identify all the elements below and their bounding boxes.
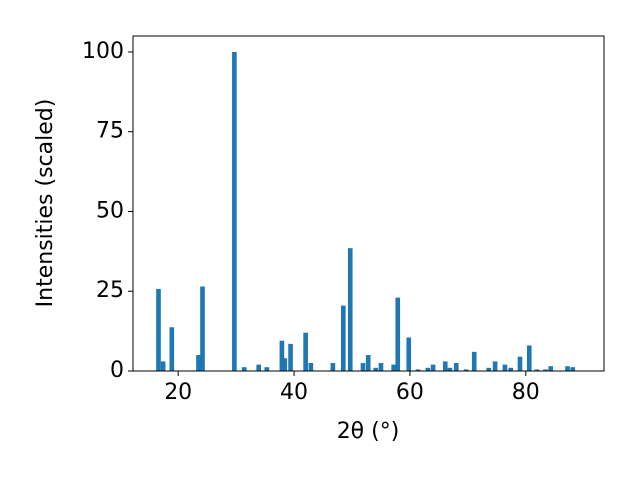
x-tick-label: 60 [396, 380, 424, 405]
x-tick-label: 40 [280, 380, 308, 405]
bar [471, 351, 477, 371]
bar [373, 367, 379, 371]
bar [565, 366, 570, 371]
bar [330, 363, 336, 371]
bar [548, 366, 554, 371]
bar [442, 361, 448, 371]
bar [303, 332, 308, 371]
bar [288, 343, 293, 371]
bar [156, 289, 161, 371]
y-tick-label: 25 [96, 278, 124, 303]
bar [526, 345, 532, 371]
y-axis-label: Intensities (scaled) [33, 99, 58, 308]
bar [279, 340, 285, 371]
bar [340, 305, 346, 371]
bar [196, 355, 201, 371]
bar [256, 364, 262, 371]
y-tick-label: 0 [110, 358, 124, 383]
bar [425, 367, 431, 371]
bar [308, 363, 314, 371]
y-tick-label: 100 [82, 39, 124, 64]
bar [415, 369, 421, 371]
bar [570, 367, 576, 371]
bar [232, 51, 237, 371]
bar [463, 369, 469, 371]
bar [391, 364, 397, 371]
x-tick-label: 80 [512, 380, 540, 405]
bar [517, 356, 523, 371]
bar [241, 367, 247, 371]
bar [534, 369, 540, 371]
bar [378, 363, 384, 371]
bar [200, 286, 205, 371]
bar [508, 367, 514, 371]
bar [406, 337, 412, 371]
x-tick-label: 20 [164, 380, 192, 405]
plot-frame [132, 35, 605, 372]
bar [169, 327, 175, 371]
bar [282, 358, 288, 371]
bar [543, 369, 548, 371]
y-tick-label: 50 [96, 198, 124, 223]
bar [447, 367, 453, 371]
bar [347, 248, 353, 371]
bar [360, 363, 366, 371]
bar [264, 367, 270, 371]
bar [395, 297, 401, 371]
bar [492, 361, 498, 371]
bar [453, 363, 459, 371]
x-axis-label: 2θ (°) [337, 419, 400, 444]
bar [486, 367, 492, 371]
bar [430, 364, 436, 371]
bar [502, 364, 508, 371]
y-tick-label: 75 [96, 119, 124, 144]
bar [160, 361, 166, 371]
bar [365, 355, 371, 371]
